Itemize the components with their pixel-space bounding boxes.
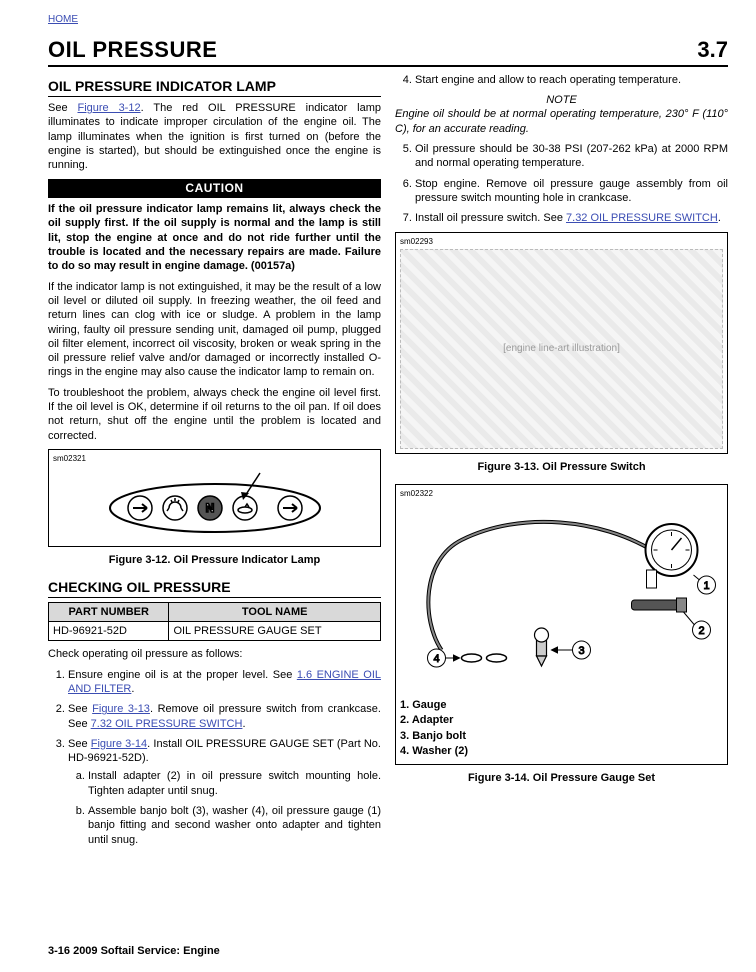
step-3b: Assemble banjo bolt (3), washer (4), oil…	[88, 804, 381, 847]
step-3a: Install adapter (2) in oil pressure swit…	[88, 769, 381, 798]
gauge-set-svg: 1 2 3 4	[400, 500, 723, 690]
figure-3-14-callouts: 1. Gauge 2. Adapter 3. Banjo bolt 4. Was…	[400, 698, 723, 760]
link-figure-3-13[interactable]: Figure 3-13	[92, 703, 150, 715]
text: .	[131, 683, 134, 695]
step-3: See Figure 3-14. Install OIL PRESSURE GA…	[68, 737, 381, 847]
figure-3-12-label: sm02321	[53, 454, 376, 464]
text: See	[68, 703, 92, 715]
link-7-32-oil-pressure-switch[interactable]: 7.32 OIL PRESSURE SWITCH	[91, 718, 243, 730]
step-3-sublist: Install adapter (2) in oil pressure swit…	[68, 769, 381, 846]
text: Install oil pressure switch. See	[415, 212, 566, 224]
note-body: Engine oil should be at normal operating…	[395, 107, 728, 136]
callout-4: 4. Washer (2)	[400, 745, 468, 757]
caution-text: If the oil pressure indicator lamp remai…	[48, 202, 381, 273]
tool-table: PART NUMBER TOOL NAME HD-96921-52D OIL P…	[48, 602, 381, 642]
indicator-intro: See Figure 3-12. The red OIL PRESSURE in…	[48, 101, 381, 172]
step-1: Ensure engine oil is at the proper level…	[68, 668, 381, 697]
tool-cell-name: OIL PRESSURE GAUGE SET	[169, 622, 381, 641]
figure-3-12-box: sm02321 N	[48, 449, 381, 547]
step-2: See Figure 3-13. Remove oil pressure swi…	[68, 702, 381, 731]
figure-3-14-caption: Figure 3-14. Oil Pressure Gauge Set	[395, 771, 728, 785]
page-footer: 3-16 2009 Softail Service: Engine	[48, 944, 220, 958]
callout-2: 2. Adapter	[400, 714, 453, 726]
step-6: Stop engine. Remove oil pressure gauge a…	[415, 177, 728, 206]
check-intro: Check operating oil pressure as follows:	[48, 647, 381, 661]
step-7: Install oil pressure switch. See 7.32 OI…	[415, 211, 728, 225]
step-5: Oil pressure should be 30-38 PSI (207-26…	[415, 142, 728, 171]
title-bar: OIL PRESSURE 3.7	[48, 36, 728, 67]
tool-cell-pn: HD-96921-52D	[49, 622, 169, 641]
link-figure-3-12[interactable]: Figure 3-12	[77, 102, 140, 114]
section-number: 3.7	[697, 36, 728, 65]
left-column: OIL PRESSURE INDICATOR LAMP See Figure 3…	[48, 73, 381, 853]
caution-banner: CAUTION	[48, 179, 381, 199]
step-4: Start engine and allow to reach operatin…	[415, 73, 728, 87]
figure-3-13-label: sm02293	[400, 237, 723, 247]
page-title: OIL PRESSURE	[48, 36, 217, 65]
procedure-list-right-5: Oil pressure should be 30-38 PSI (207-26…	[395, 142, 728, 225]
indicator-lamp-svg: N	[100, 468, 330, 538]
figure-3-14-label: sm02322	[400, 489, 723, 499]
figure-3-14-box: sm02322 1 2 3	[395, 484, 728, 764]
heading-indicator-lamp: OIL PRESSURE INDICATOR LAMP	[48, 77, 381, 97]
svg-text:1: 1	[703, 580, 709, 592]
figure-3-12-caption: Figure 3-12. Oil Pressure Indicator Lamp	[48, 553, 381, 567]
link-figure-3-14[interactable]: Figure 3-14	[91, 738, 147, 750]
text: Ensure engine oil is at the proper level…	[68, 669, 297, 681]
text: See	[68, 738, 91, 750]
figure-3-13-caption: Figure 3-13. Oil Pressure Switch	[395, 460, 728, 474]
text: .	[718, 212, 721, 224]
figure-3-13-box: sm02293 [engine line-art illustration]	[395, 232, 728, 454]
callout-1: 1. Gauge	[400, 699, 446, 711]
troubleshoot-text: To troubleshoot the problem, always chec…	[48, 386, 381, 443]
callout-3: 3. Banjo bolt	[400, 730, 466, 742]
svg-text:4: 4	[433, 653, 439, 665]
link-7-32-oil-pressure-switch-2[interactable]: 7.32 OIL PRESSURE SWITCH	[566, 212, 718, 224]
svg-text:2: 2	[698, 625, 704, 637]
svg-text:3: 3	[578, 645, 584, 657]
right-column: Start engine and allow to reach operatin…	[395, 73, 728, 853]
tool-header-pn: PART NUMBER	[49, 602, 169, 621]
procedure-list-right-4: Start engine and allow to reach operatin…	[395, 73, 728, 87]
text: See	[48, 102, 77, 114]
text: .	[242, 718, 245, 730]
tool-header-name: TOOL NAME	[169, 602, 381, 621]
heading-checking-oil-pressure: CHECKING OIL PRESSURE	[48, 578, 381, 598]
diagnostic-causes: If the indicator lamp is not extinguishe…	[48, 280, 381, 380]
home-link[interactable]: HOME	[48, 14, 78, 25]
engine-illustration-placeholder: [engine line-art illustration]	[400, 249, 723, 449]
svg-text:N: N	[205, 501, 214, 515]
procedure-list-left: Ensure engine oil is at the proper level…	[48, 668, 381, 847]
note-heading: NOTE	[395, 93, 728, 107]
